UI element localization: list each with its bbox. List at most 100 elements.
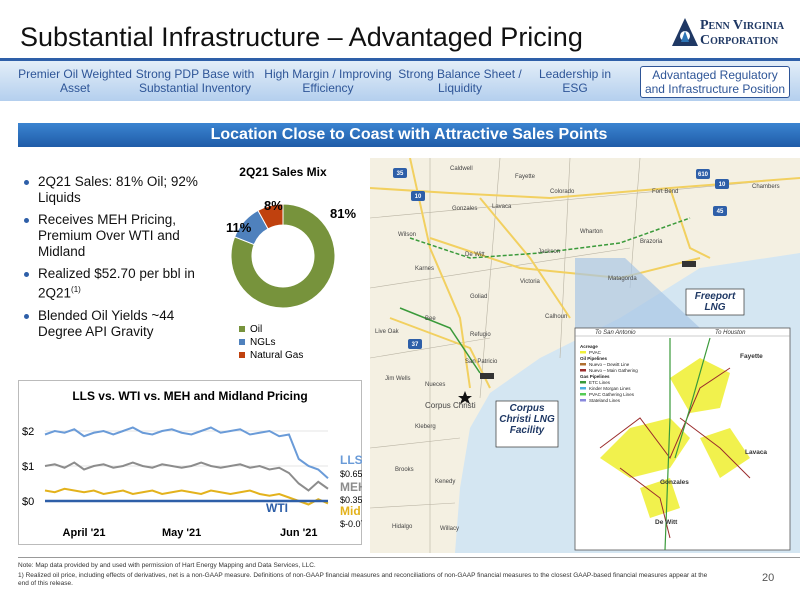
county-label: Kleberg xyxy=(415,424,436,430)
county-label: Bee xyxy=(425,316,436,322)
highway-number: 37 xyxy=(412,342,419,348)
series-label: MEH xyxy=(340,480,362,494)
pipeline xyxy=(409,217,691,259)
inset-label: To San Antonio xyxy=(595,330,636,336)
star-marker xyxy=(458,391,472,404)
county-label: Karnes xyxy=(415,266,434,272)
line-chart-panel xyxy=(18,380,362,545)
county-line xyxy=(370,247,631,289)
data-label: 81% xyxy=(330,206,356,221)
inset-label: Gonzales xyxy=(660,479,689,486)
inset-legend-label: Gas Pipelines xyxy=(580,374,610,379)
x-tick-label: Jun '21 xyxy=(280,527,317,539)
data-label: $0.35 xyxy=(340,495,362,505)
legend-swatch xyxy=(580,387,586,390)
bullet-text: Blended Oil Yields ~44 Degree API Gravit… xyxy=(38,307,175,339)
county-label: Brazoria xyxy=(640,239,663,245)
highway-number: 10 xyxy=(415,194,422,200)
x-tick-label: April '21 xyxy=(63,527,106,539)
legend-swatch xyxy=(580,393,586,396)
inset-pipeline xyxy=(674,337,711,459)
highway-shield xyxy=(393,168,407,178)
inset-pipeline xyxy=(599,367,731,459)
chart-title: 2Q21 Sales Mix xyxy=(239,165,327,179)
county-label: Matagorda xyxy=(608,276,637,282)
county-label: Jim Wells xyxy=(385,376,411,382)
county-label: Wilson xyxy=(398,232,416,238)
inset-legend-label: Acreage xyxy=(580,344,598,349)
donut-chart: 2Q21 Sales Mix 81% Oil 11% NGLs 8% Natural Gas xyxy=(226,165,356,361)
county-label: Kenedy xyxy=(435,479,455,485)
series-label: WTI xyxy=(266,501,288,515)
acreage-area xyxy=(670,358,730,413)
highway-shield xyxy=(408,339,422,349)
county-line xyxy=(479,158,501,399)
county-label: Fayette xyxy=(515,174,536,180)
county-label: Refugio xyxy=(470,332,491,338)
bullet-text: 2Q21 Sales: 81% Oil; 92% Liquids xyxy=(38,174,198,205)
inset-pipeline xyxy=(619,467,671,539)
map: Caldwell Fayette Colorado Fort Bend Chambers… xyxy=(370,158,800,553)
tab: Leadership in ESG xyxy=(538,67,612,95)
facility-icon xyxy=(682,261,696,267)
highway-number: 10 xyxy=(719,182,726,188)
header-rule xyxy=(0,58,800,61)
series-label: Mid xyxy=(340,504,361,518)
footnote-ref: (1) xyxy=(71,285,81,294)
county-label: Colorado xyxy=(550,189,575,195)
county-label: Chambers xyxy=(752,184,780,190)
inset-label: De Witt xyxy=(655,519,678,526)
legend-swatch xyxy=(580,351,586,354)
page-number: 20 xyxy=(762,572,775,584)
county-label: Hidalgo xyxy=(392,524,413,530)
data-label: 11% xyxy=(226,220,252,235)
county-label: Willacy xyxy=(440,526,459,532)
road xyxy=(409,158,471,389)
tab: Strong PDP Base with Substantial Invento… xyxy=(135,67,255,95)
footer-rule xyxy=(18,557,800,558)
y-tick-label: $1 xyxy=(22,461,34,473)
county-label: De Witt xyxy=(465,252,485,258)
series-label: LLS xyxy=(340,453,362,467)
county-label: Gonzales xyxy=(452,206,477,212)
highway-number: 45 xyxy=(717,209,724,215)
county-label: Fort Bend xyxy=(652,189,678,195)
donut-segment xyxy=(257,203,284,230)
data-label: $0.65 xyxy=(340,469,362,479)
legend-label: Natural Gas xyxy=(250,350,303,361)
county-label: Jackson xyxy=(538,249,560,255)
inset-legend-label: Kinder Morgan Lines xyxy=(589,386,631,391)
inset-pipeline xyxy=(664,338,671,551)
inset-legend-label: Nuevo – Main Gathering xyxy=(589,368,638,373)
inset-legend-label: PVAC xyxy=(589,350,602,355)
highway-shield xyxy=(696,169,710,179)
county-label: Calhoun xyxy=(545,314,567,320)
series-line xyxy=(44,426,329,479)
bullet: Receives MEH Pricing, Premium Over WTI a… xyxy=(20,212,220,260)
bullet-text: Realized $52.70 per bbl in 2Q21 xyxy=(38,266,195,301)
county-label: Lavaca xyxy=(492,204,512,210)
highway-number: 35 xyxy=(397,171,404,177)
legend-label: Oil xyxy=(250,324,262,335)
bullet: Blended Oil Yields ~44 Degree API Gravit… xyxy=(20,308,220,340)
bullet: Realized $52.70 per bbl in 2Q21(1) xyxy=(20,266,220,302)
legend-swatch xyxy=(239,352,245,358)
legend-swatch xyxy=(239,326,245,332)
highway-number: 610 xyxy=(698,172,709,178)
road xyxy=(669,187,711,259)
tab: Premier Oil Weighted Asset xyxy=(18,67,132,95)
inset-pipeline xyxy=(679,417,751,479)
county-label: Caldwell xyxy=(450,166,473,172)
donut-segment xyxy=(230,203,336,309)
tab: Strong Balance Sheet / Liquidity xyxy=(398,67,522,95)
logo-text: Penn Virginia Corporation xyxy=(700,18,785,48)
county-label: Nueces xyxy=(425,382,445,388)
facility-label: Corpus Christi LNG Facility xyxy=(499,403,555,436)
county-line xyxy=(559,158,571,359)
facility-callout xyxy=(495,400,559,448)
facility-callout xyxy=(685,288,745,316)
callout-band xyxy=(575,258,700,328)
acreage-area xyxy=(600,418,690,478)
legend-swatch xyxy=(239,339,245,345)
